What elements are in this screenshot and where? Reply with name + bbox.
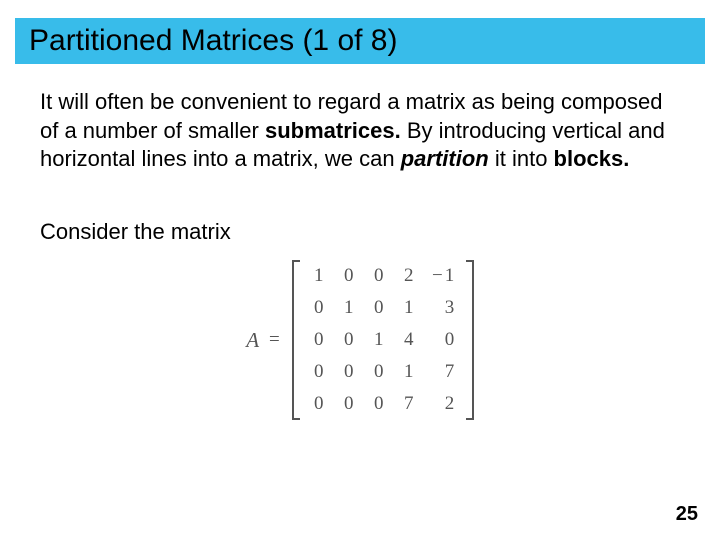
matrix-cell: 1 xyxy=(394,356,424,388)
p1-mid2: it into xyxy=(489,146,554,171)
p1-bold2: partition xyxy=(401,146,489,171)
matrix-cell xyxy=(424,356,444,388)
matrix-cell: 2 xyxy=(394,260,424,292)
matrix-cell xyxy=(424,292,444,324)
matrix-cell: 0 xyxy=(334,260,364,292)
matrix-row: 01013 xyxy=(304,292,462,324)
matrix-cell: 0 xyxy=(334,324,364,356)
page-number: 25 xyxy=(676,503,698,526)
matrix-grid: 1002−101013001400001700072 xyxy=(304,260,462,420)
title-bar: Partitioned Matrices (1 of 8) xyxy=(15,18,705,64)
matrix-cell: 0 xyxy=(364,292,394,324)
p1-bold3: blocks. xyxy=(554,146,630,171)
slide-title: Partitioned Matrices (1 of 8) xyxy=(29,24,397,57)
matrix-cell: 0 xyxy=(364,356,394,388)
matrix-cell: 0 xyxy=(334,356,364,388)
matrix-cell: 1 xyxy=(364,324,394,356)
matrix-cell: 7 xyxy=(444,356,462,388)
matrix-wrap: A = 1002−101013001400001700072 xyxy=(246,260,474,420)
paragraph-2: Consider the matrix xyxy=(40,218,231,247)
slide: { "title": { "text": "Partitioned Matric… xyxy=(0,0,720,540)
matrix-cell: 1 xyxy=(304,260,334,292)
equals-sign: = xyxy=(269,329,280,351)
matrix-label: A xyxy=(246,328,259,353)
matrix-cell: 4 xyxy=(394,324,424,356)
matrix-cell: 0 xyxy=(444,324,462,356)
matrix-cell: 0 xyxy=(304,388,334,420)
matrix-cell: 7 xyxy=(394,388,424,420)
matrix-row: 00140 xyxy=(304,324,462,356)
matrix-cell: 1 xyxy=(394,292,424,324)
p1-bold1: submatrices. xyxy=(265,118,401,143)
matrix-cell: 3 xyxy=(444,292,462,324)
matrix-cell: 0 xyxy=(364,388,394,420)
matrix-row: 00017 xyxy=(304,356,462,388)
matrix-cell xyxy=(424,388,444,420)
matrix-cell: 0 xyxy=(304,324,334,356)
matrix-row: 00072 xyxy=(304,388,462,420)
matrix-cell: − xyxy=(424,260,444,292)
matrix-cell: 1 xyxy=(444,260,462,292)
matrix-row: 1002−1 xyxy=(304,260,462,292)
matrix-area: A = 1002−101013001400001700072 xyxy=(0,260,720,420)
left-bracket xyxy=(292,260,300,420)
matrix-cell: 0 xyxy=(304,356,334,388)
matrix-cell: 0 xyxy=(304,292,334,324)
paragraph-1: It will often be convenient to regard a … xyxy=(40,88,680,174)
right-bracket xyxy=(466,260,474,420)
matrix-cell: 0 xyxy=(334,388,364,420)
matrix-cell: 2 xyxy=(444,388,462,420)
p2-text: Consider the matrix xyxy=(40,219,231,244)
matrix-cell: 1 xyxy=(334,292,364,324)
matrix-cell: 0 xyxy=(364,260,394,292)
matrix-cell xyxy=(424,324,444,356)
